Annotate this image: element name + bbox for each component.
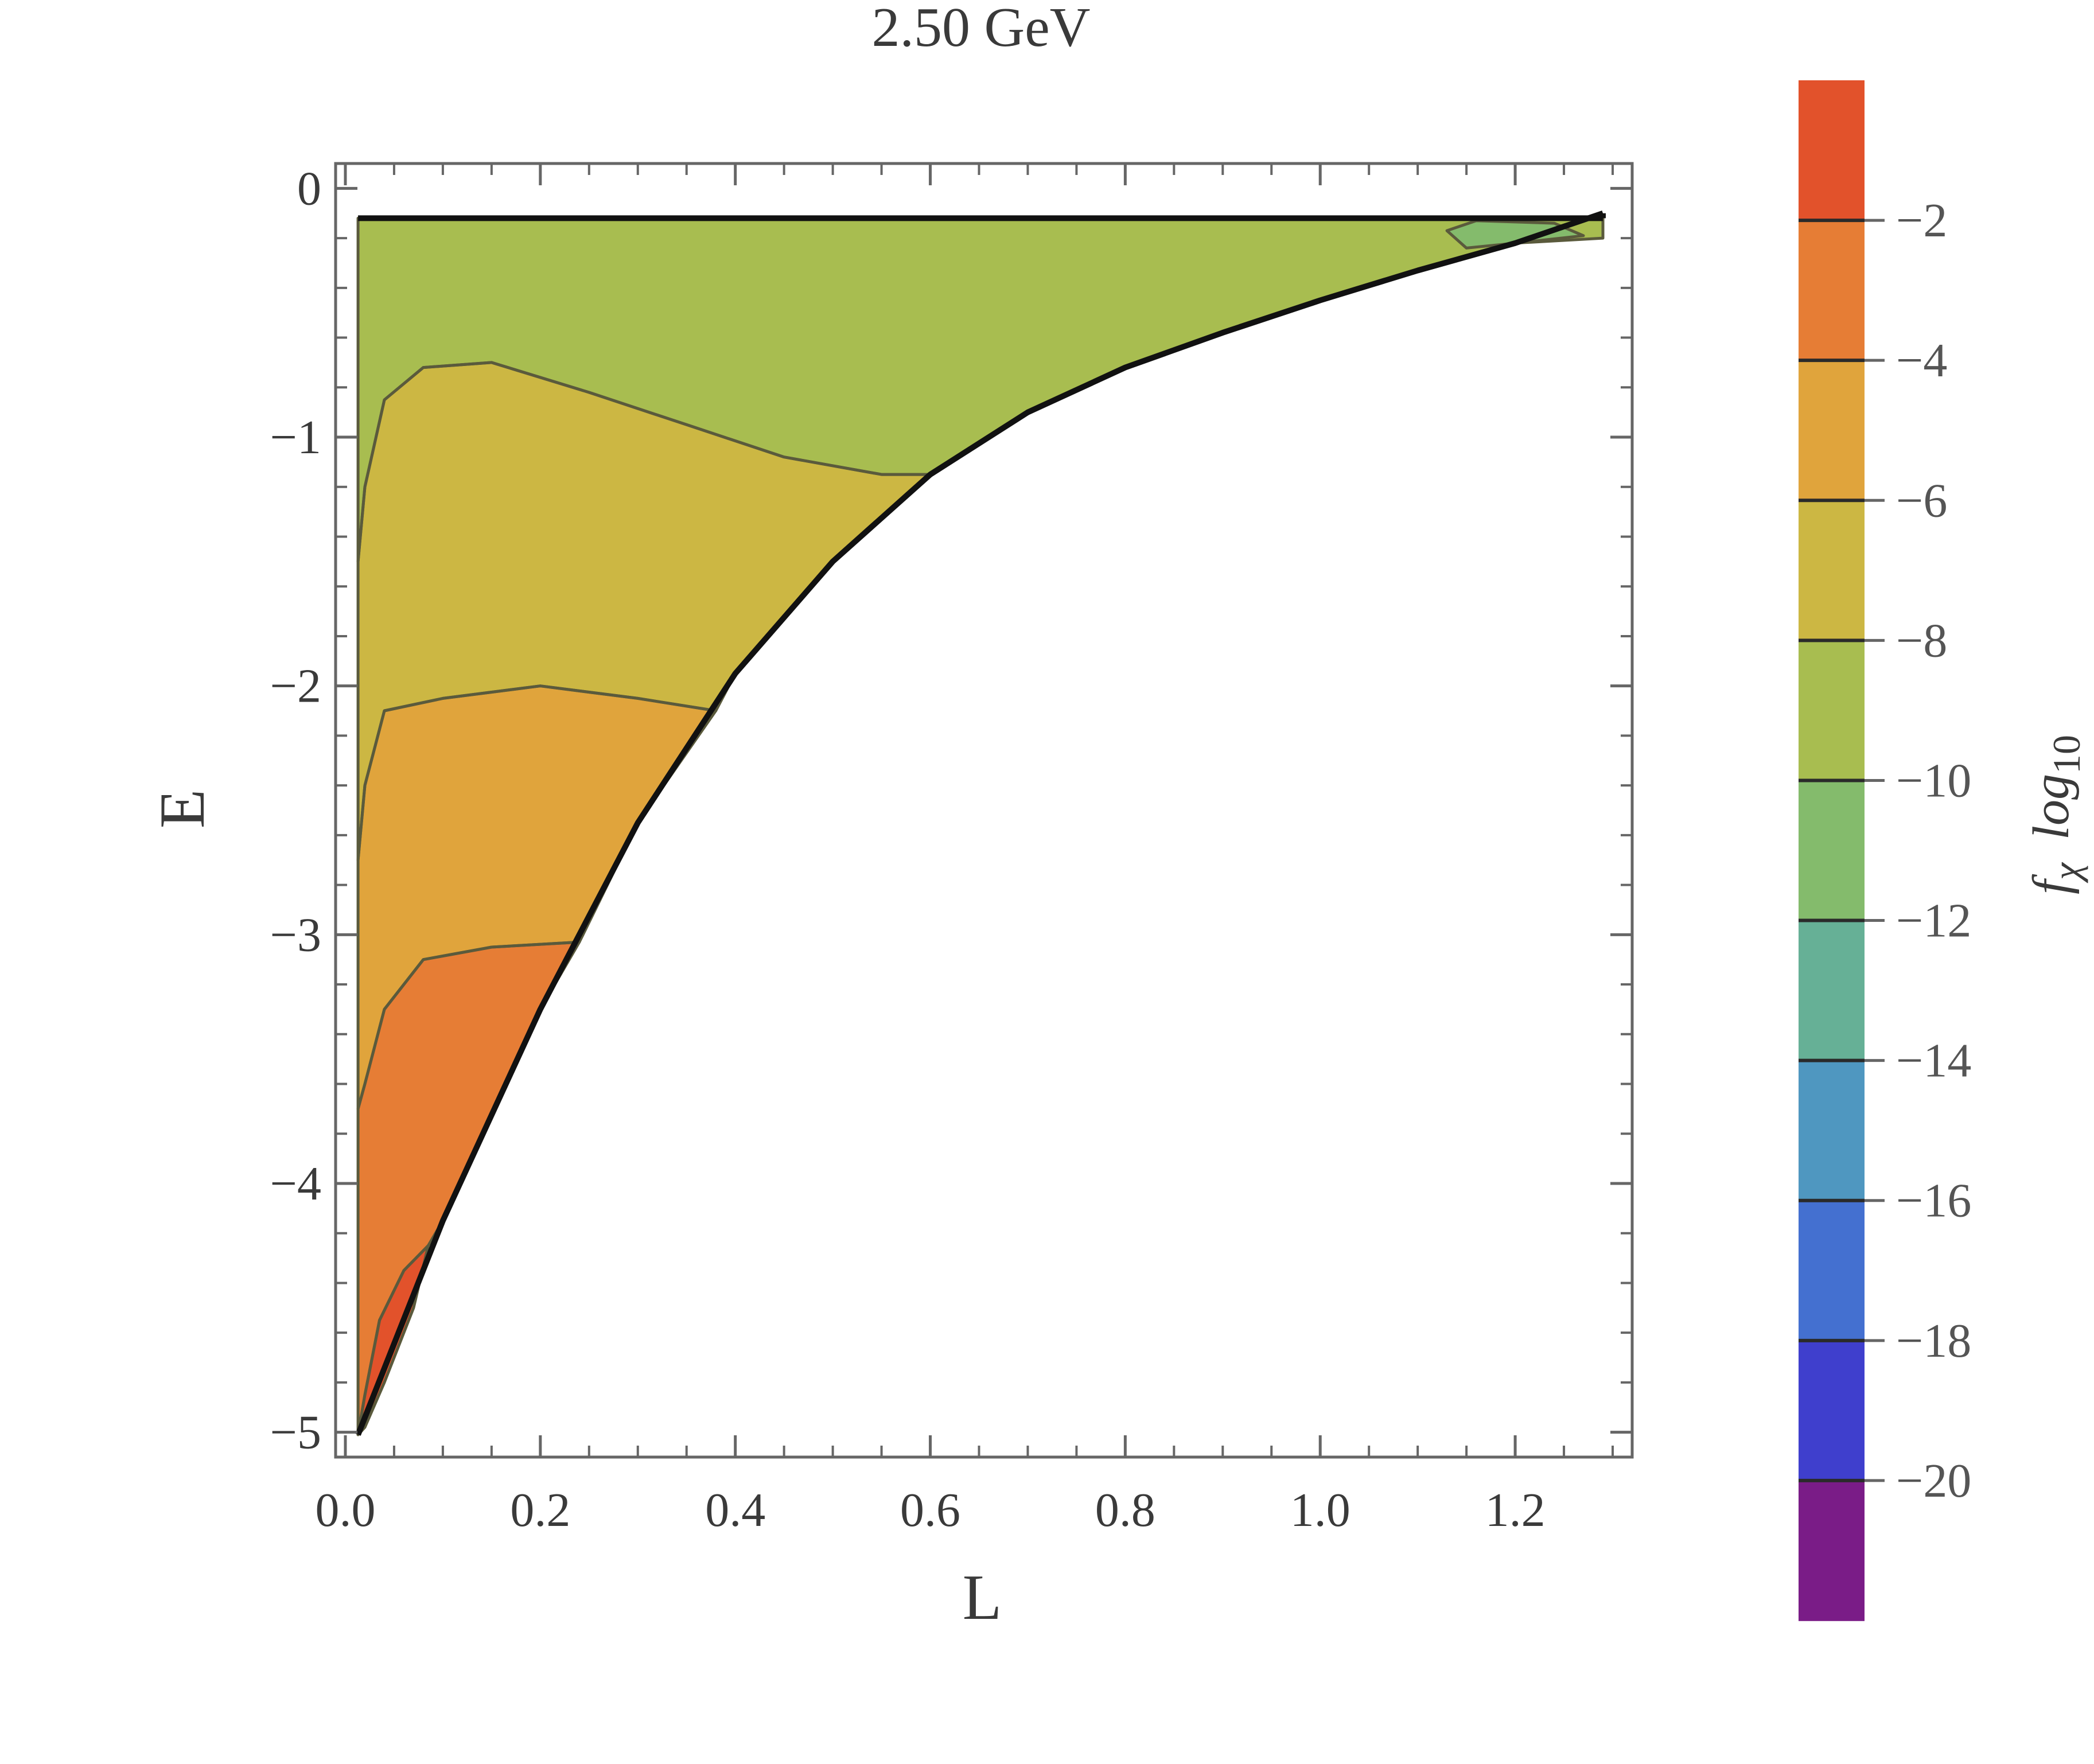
- x-tick-label: 0.0: [315, 1483, 375, 1537]
- contour-regions: [358, 218, 1603, 1435]
- colorbar-band-10: [1799, 1480, 1865, 1621]
- colorbar-band-1: [1799, 220, 1865, 361]
- y-tick-label: −3: [270, 908, 321, 961]
- colorbar-tick-label: −6: [1896, 474, 1947, 527]
- contour-region-2: [358, 686, 716, 1109]
- y-tick-label: 0: [297, 162, 321, 215]
- contour-region-3: [358, 942, 579, 1435]
- colorbar-band-5: [1799, 780, 1865, 921]
- x-tick-label: 0.8: [1095, 1483, 1155, 1537]
- colorbar-band-3: [1799, 500, 1865, 641]
- contour-region-5: [1447, 220, 1583, 248]
- x-tick-label: 1.0: [1290, 1483, 1350, 1537]
- colorbar-tick-label: −4: [1896, 334, 1947, 387]
- colorbar-tick-label: −2: [1896, 194, 1947, 247]
- colorbar: [1799, 80, 1865, 1621]
- colorbar-tick-label: −20: [1896, 1454, 1971, 1508]
- domain-boundary: [355, 210, 1606, 1436]
- x-axis-title: L: [963, 1562, 1002, 1633]
- y-tick-label: −4: [270, 1157, 321, 1210]
- boundary-lower: [355, 210, 1604, 1436]
- chart-title: 2.50 GeV: [871, 0, 1090, 59]
- colorbar-band-2: [1799, 360, 1865, 501]
- x-axis-ticks: 0.0 0.2 0.4 0.6 0.8 1.0 1.2: [315, 163, 1614, 1537]
- colorbar-band-9: [1799, 1340, 1865, 1481]
- x-tick-label: 0.6: [900, 1483, 960, 1537]
- colorbar-title: fχlog10: [2023, 735, 2088, 894]
- y-tick-label: −2: [270, 660, 321, 713]
- y-axis-title: E: [147, 789, 218, 828]
- contour-line-4: [356, 1244, 430, 1436]
- colorbar-tick-label: −8: [1896, 614, 1947, 667]
- colorbar-title-log-sub: 10: [2045, 735, 2088, 774]
- x-tick-label: 0.2: [510, 1483, 570, 1537]
- colorbar-band-6: [1799, 920, 1865, 1061]
- x-tick-label: 0.4: [705, 1483, 765, 1537]
- colorbar-band-8: [1799, 1200, 1865, 1341]
- colorbar-tick-label: −18: [1896, 1314, 1971, 1368]
- colorbar-band-7: [1799, 1060, 1865, 1201]
- contour-region-1: [358, 362, 931, 860]
- y-axis-ticks: 0 −1 −2 −3 −4 −5: [270, 162, 1632, 1459]
- colorbar-tick-label: −12: [1896, 894, 1971, 948]
- x-tick-label: 1.2: [1485, 1483, 1546, 1537]
- colorbar-band-4: [1799, 640, 1865, 781]
- colorbar-title-log: log: [2023, 774, 2080, 840]
- colorbar-ticks: −2 −4 −6 −8 −10 −12 −14 −16 −18 −20: [1799, 194, 1971, 1508]
- y-tick-label: −1: [270, 411, 321, 464]
- colorbar-tick-label: −14: [1896, 1034, 1971, 1088]
- colorbar-tick-label: −10: [1896, 754, 1971, 807]
- plot-frame: [334, 162, 1634, 1459]
- colorbar-tick-label: −16: [1896, 1174, 1971, 1228]
- contour-region-0: [358, 218, 1603, 562]
- colorbar-title-chi: χ: [2045, 862, 2088, 883]
- colorbar-band-0: [1799, 80, 1865, 221]
- y-tick-label: −5: [270, 1406, 321, 1459]
